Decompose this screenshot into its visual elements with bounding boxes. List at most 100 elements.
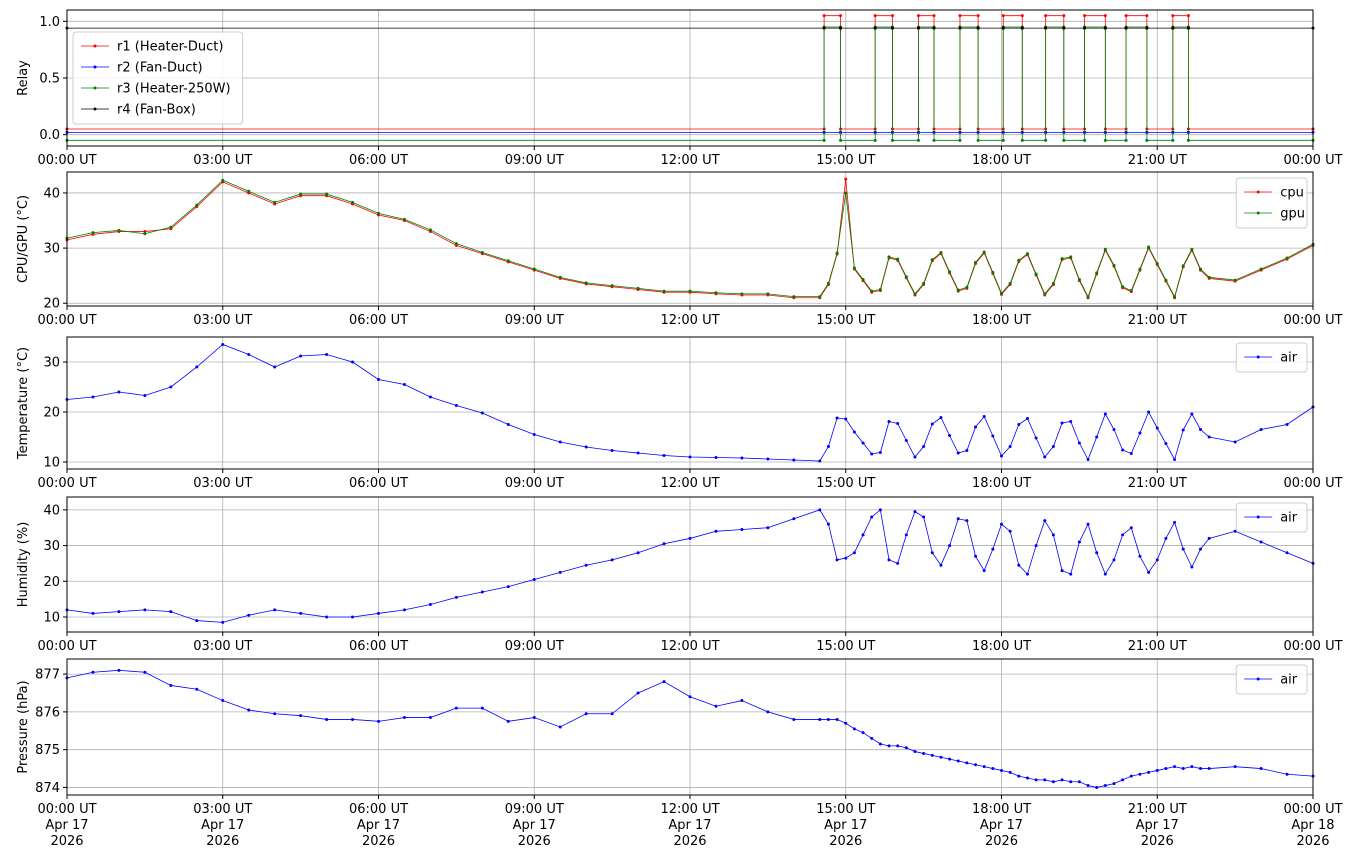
point (1207, 275, 1211, 279)
x-tick-label: 06:00 UT Apr 17 2026 (349, 802, 408, 849)
x-tick-label: 15:00 UT (816, 476, 875, 491)
point (1186, 138, 1190, 142)
point (1017, 423, 1021, 426)
legend: air (1235, 664, 1308, 695)
point (1103, 412, 1107, 416)
point (1034, 436, 1038, 440)
point (454, 595, 458, 599)
point (982, 415, 986, 418)
panel: 00:00 UT Apr 17 2026 03:00 UT Apr 17 2026 06:0… (16, 658, 1343, 849)
point (1147, 410, 1151, 414)
x-tick-label: 21:00 UT (1128, 639, 1187, 654)
point (873, 26, 877, 30)
point (818, 717, 822, 721)
point (913, 455, 917, 459)
legend-box (1235, 177, 1308, 229)
point (402, 716, 406, 720)
point (351, 360, 355, 364)
legend-label: air (1280, 351, 1298, 366)
point (1017, 258, 1021, 262)
point (976, 14, 980, 18)
point (904, 533, 908, 537)
point (1199, 428, 1203, 431)
plot-frame (66, 336, 1314, 470)
point (982, 569, 986, 573)
y-tick-label: 20 (43, 575, 60, 590)
point (1043, 519, 1047, 523)
point (1112, 782, 1116, 786)
point (1025, 776, 1029, 780)
point (662, 289, 666, 293)
point (818, 459, 822, 463)
point (1145, 26, 1149, 30)
point (221, 343, 225, 346)
point (402, 383, 406, 386)
series-line (67, 15, 1313, 130)
legend-marker (1256, 190, 1260, 194)
point (351, 615, 355, 619)
point (974, 260, 978, 264)
point (169, 683, 173, 687)
point (428, 395, 432, 399)
y-tick-label: 10 (43, 456, 60, 471)
point (1017, 774, 1021, 778)
y-tick-label: 30 (43, 242, 60, 257)
point (922, 515, 926, 519)
point (740, 292, 744, 296)
point (965, 761, 969, 765)
legend-marker (1256, 515, 1260, 519)
point (610, 558, 614, 562)
point (480, 590, 484, 594)
legend: r1 (Heater-Duct) r2 (Fan-Duct) r3 (Heater-… (72, 31, 244, 125)
point (1259, 428, 1263, 431)
point (792, 717, 796, 721)
point (1000, 768, 1003, 772)
point (1181, 767, 1185, 771)
point (117, 610, 121, 614)
x-tick-label: 18:00 UT (972, 153, 1031, 168)
point (91, 670, 95, 674)
point (1034, 272, 1038, 276)
y-axis-label: CPU/GPU (°C) (16, 195, 31, 283)
legend-label: r4 (Fan-Box) (117, 103, 196, 118)
y-axis-label: Pressure (hPa) (16, 680, 31, 773)
point (844, 556, 848, 560)
point (913, 292, 917, 296)
x-tick-label: 21:00 UT (1128, 153, 1187, 168)
legend-box (72, 31, 244, 125)
point (1129, 452, 1133, 455)
plot-frame (66, 496, 1314, 633)
point (299, 611, 303, 615)
point (1051, 780, 1055, 784)
point (822, 26, 826, 30)
point (506, 719, 510, 723)
point (1103, 138, 1107, 142)
point (247, 613, 251, 617)
point (965, 519, 969, 523)
x-tick-label: 15:00 UT (816, 153, 875, 168)
point (1190, 765, 1194, 769)
panel: 00:00 UT 03:00 UT 06:00 UT 09:00 UT 12:00 UT… (16, 9, 1343, 168)
point (1008, 529, 1012, 533)
point (273, 712, 277, 716)
point (913, 510, 917, 514)
point (1285, 423, 1289, 426)
legend-label: cpu (1280, 186, 1304, 201)
legend-marker (93, 44, 97, 48)
point (584, 445, 588, 449)
point (195, 365, 199, 369)
legend-label: gpu (1280, 207, 1305, 222)
point (958, 138, 962, 142)
point (740, 699, 744, 703)
point (1103, 572, 1107, 576)
point (740, 528, 744, 531)
point (792, 517, 796, 521)
point (740, 456, 744, 460)
point (1155, 558, 1159, 562)
point (844, 191, 848, 195)
point (1181, 547, 1185, 551)
point (870, 515, 874, 519)
point (1259, 767, 1263, 771)
x-tick-label: 00:00 UT (1283, 313, 1342, 328)
point (870, 289, 874, 293)
